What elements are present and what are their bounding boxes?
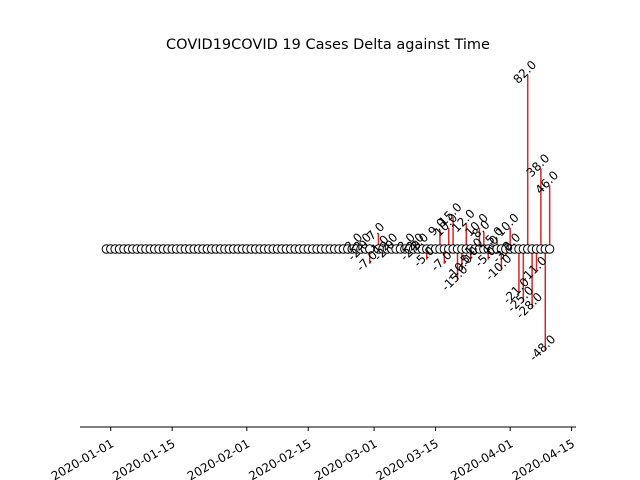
x-tick-label: 2020-02-15 [246, 436, 313, 480]
chart-title: COVID19COVID 19 Cases Delta against Time [166, 37, 490, 53]
x-tick-label: 2020-02-01 [185, 436, 252, 480]
x-tick-label: 2020-01-01 [49, 436, 116, 480]
markers [101, 244, 555, 254]
data-label: 82.0 [510, 58, 539, 87]
stems [355, 74, 551, 351]
data-label: -48.0 [527, 332, 559, 364]
x-tick-label: 2020-04-15 [510, 436, 577, 480]
x-tick-label: 2020-03-15 [374, 436, 441, 480]
x-tick-label: 2020-04-01 [448, 436, 515, 480]
x-tick-label: 2020-03-01 [312, 436, 379, 480]
stem-marker [544, 244, 555, 254]
x-tick-label: 2020-01-15 [110, 436, 177, 480]
